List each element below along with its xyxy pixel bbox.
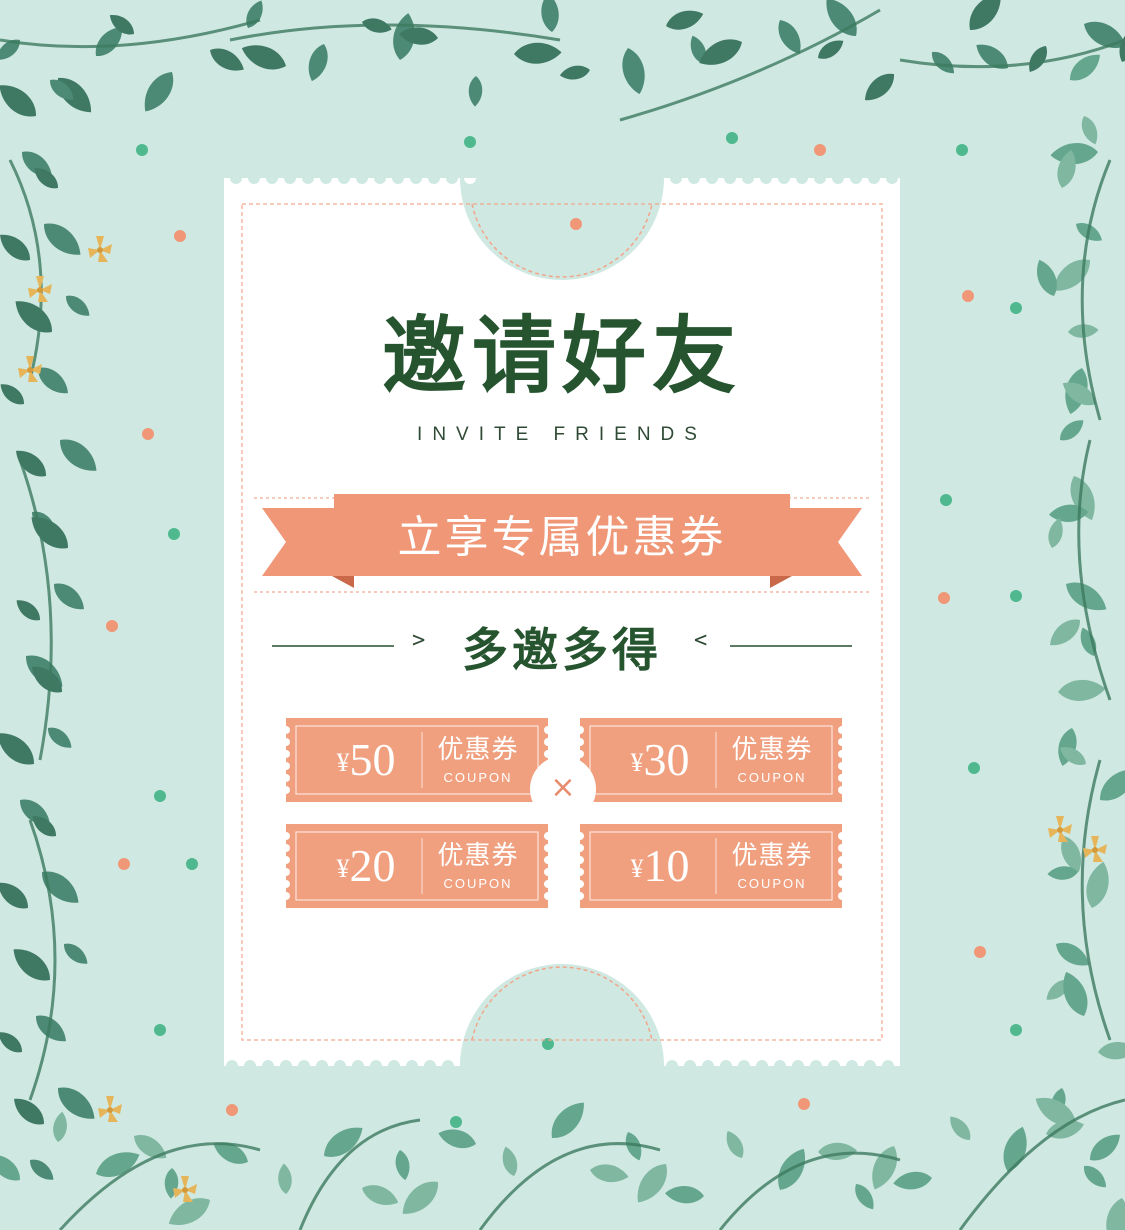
dot-decoration: [450, 1116, 462, 1128]
divider-right: [730, 645, 852, 647]
coupon-sub-label: COUPON: [737, 876, 807, 891]
coupon-amount: ¥10: [604, 838, 716, 897]
dot-decoration: [226, 1104, 238, 1116]
dot-decoration: [1010, 590, 1022, 602]
dot-decoration: [142, 428, 154, 440]
coupon-label: 优惠券: [731, 841, 813, 871]
coupon-card[interactable]: ¥30 优惠券 COUPON: [580, 718, 842, 802]
coupon-shape: [286, 718, 548, 802]
page-subtitle: INVITE FRIENDS: [417, 424, 707, 445]
coupon-shape: [286, 824, 548, 908]
chevron-left-icon: <: [694, 628, 708, 653]
page-title: 邀请好友: [381, 307, 742, 405]
coupon-value: 10: [643, 840, 690, 891]
dot-decoration: [962, 290, 974, 302]
dot-decoration: [974, 946, 986, 958]
dot-decoration: [798, 1098, 810, 1110]
coupon-amount: ¥30: [604, 732, 716, 791]
chevron-right-icon: >: [412, 628, 426, 653]
dot-decoration: [154, 790, 166, 802]
coupon-amount: ¥50: [310, 732, 422, 791]
divider-left: [272, 645, 394, 647]
dot-decoration: [814, 144, 826, 156]
dot-decoration: [186, 858, 198, 870]
dot-decoration: [968, 762, 980, 774]
dot-decoration: [570, 218, 582, 230]
ribbon-banner: [254, 494, 870, 593]
dot-decoration: [956, 144, 968, 156]
currency-symbol: ¥: [630, 748, 644, 777]
dot-decoration: [726, 132, 738, 144]
dot-decoration: [940, 494, 952, 506]
invite-ticket: 邀请好友 INVITE FRIENDS 立享专属优惠券 > 多邀多得 < ¥50…: [224, 178, 900, 1066]
dot-decoration: [136, 144, 148, 156]
dot-decoration: [938, 592, 950, 604]
coupon-shape: [580, 824, 842, 908]
currency-symbol: ¥: [630, 854, 644, 883]
coupon-amount: ¥20: [310, 838, 422, 897]
dot-decoration: [106, 620, 118, 632]
dot-decoration: [118, 858, 130, 870]
coupon-value: 20: [349, 840, 396, 891]
coupon-shape: [580, 718, 842, 802]
dot-decoration: [542, 1038, 554, 1050]
times-icon: ×: [530, 756, 596, 822]
dot-decoration: [174, 230, 186, 242]
dot-decoration: [154, 1024, 166, 1036]
coupon-card[interactable]: ¥10 优惠券 COUPON: [580, 824, 842, 908]
coupon-sub-label: COUPON: [443, 770, 513, 785]
dot-decoration: [1010, 302, 1022, 314]
currency-symbol: ¥: [336, 748, 350, 777]
coupon-sub-label: COUPON: [443, 876, 513, 891]
dot-decoration: [1010, 1024, 1022, 1036]
coupon-value: 30: [643, 734, 690, 785]
slogan: 多邀多得: [462, 623, 662, 677]
coupon-sub-label: COUPON: [737, 770, 807, 785]
coupon-card[interactable]: ¥50 优惠券 COUPON: [286, 718, 548, 802]
dot-decoration: [464, 136, 476, 148]
dot-decoration: [168, 528, 180, 540]
coupon-value: 50: [349, 734, 396, 785]
coupon-label: 优惠券: [731, 735, 813, 765]
coupon-card[interactable]: ¥20 优惠券 COUPON: [286, 824, 548, 908]
ribbon-text: 立享专属优惠券: [397, 512, 727, 563]
coupon-label: 优惠券: [437, 735, 519, 765]
coupon-label: 优惠券: [437, 841, 519, 871]
currency-symbol: ¥: [336, 854, 350, 883]
